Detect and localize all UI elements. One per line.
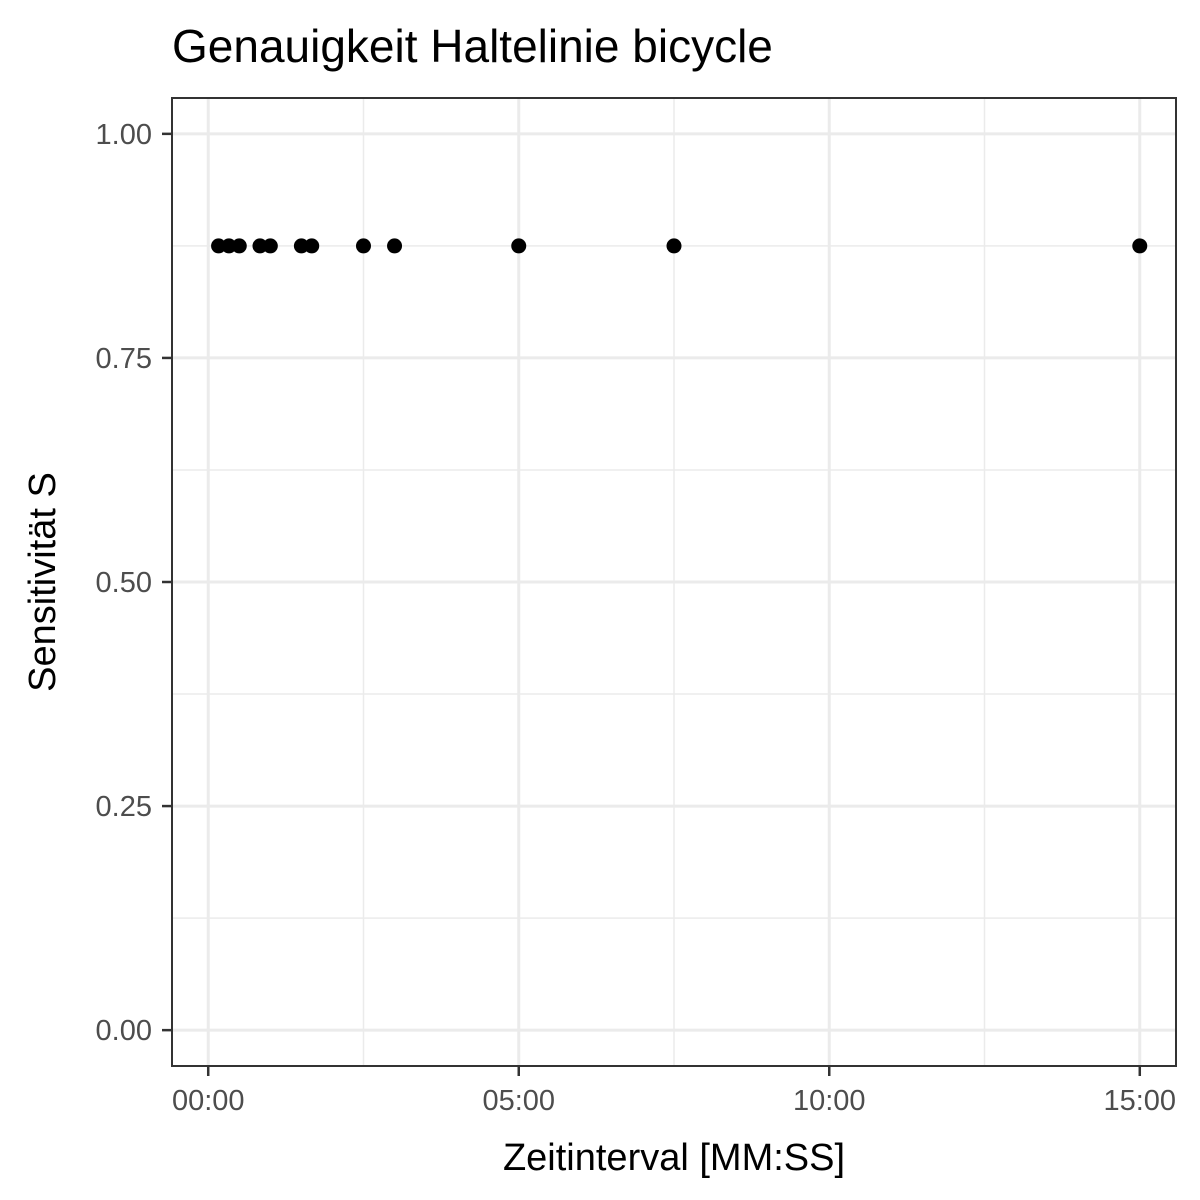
data-point [304, 238, 320, 254]
data-point [221, 238, 237, 254]
x-axis-title: Zeitinterval [MM:SS] [503, 1137, 845, 1179]
data-point [387, 238, 403, 254]
data-point [231, 238, 247, 254]
data-point [1132, 238, 1148, 254]
y-tick-label: 0.25 [96, 791, 152, 823]
data-point [262, 238, 278, 254]
x-tick-label: 15:00 [1103, 1085, 1176, 1117]
x-tick-label: 00:00 [172, 1085, 245, 1117]
y-tick-label: 1.00 [96, 119, 152, 151]
y-tick-label: 0.75 [96, 343, 152, 375]
x-tick-label: 10:00 [793, 1085, 866, 1117]
data-point [211, 238, 227, 254]
data-point [511, 238, 527, 254]
y-axis-title: Sensitivität S [22, 472, 64, 692]
data-point [252, 238, 268, 254]
axis-ticks: 00:00 05:00 10:00 15:00 0.00 0.25 0.50 0.75 1.00 [96, 119, 1177, 1117]
x-tick-label: 05:00 [482, 1085, 555, 1117]
data-point [355, 238, 371, 254]
data-points [211, 238, 1148, 254]
chart-title: Genauigkeit Haltelinie bicycle [172, 20, 773, 72]
y-tick-label: 0.50 [96, 567, 152, 599]
y-tick-label: 0.00 [96, 1015, 152, 1047]
grid-lines [172, 98, 1176, 1066]
data-point [666, 238, 682, 254]
data-point [293, 238, 309, 254]
